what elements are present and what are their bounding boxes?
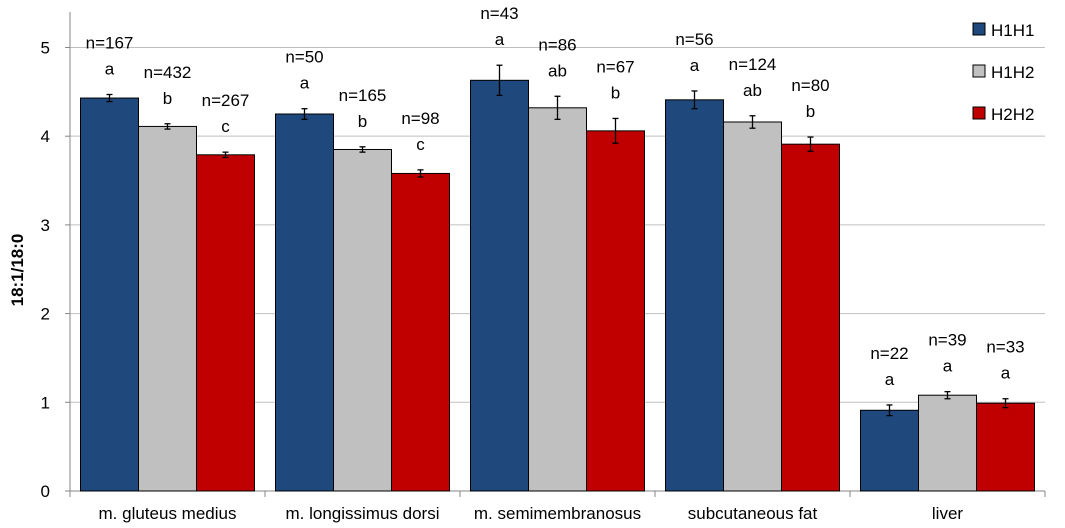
n-label: n=165 <box>339 86 387 105</box>
n-label: n=98 <box>401 109 439 128</box>
significance-letter: a <box>1001 364 1011 383</box>
significance-letter: c <box>221 117 230 136</box>
n-label: n=39 <box>928 331 966 350</box>
significance-letter: a <box>943 357 953 376</box>
x-tick-label: m. gluteus medius <box>99 504 237 523</box>
bar <box>138 125 197 492</box>
significance-letter: b <box>611 83 620 102</box>
bar <box>470 79 529 492</box>
n-label: n=80 <box>791 76 829 95</box>
legend-swatch <box>972 106 986 120</box>
y-axis: 0 1 2 3 4 5 <box>41 12 71 501</box>
bar <box>275 113 334 492</box>
bar <box>391 172 450 492</box>
n-label: n=43 <box>480 4 518 23</box>
y-tick-label: 0 <box>41 482 50 501</box>
significance-letter: ab <box>548 61 567 80</box>
y-tick-label: 2 <box>41 305 50 324</box>
y-tick-label: 5 <box>41 38 50 57</box>
significance-letter: a <box>495 30 505 49</box>
significance-letter: b <box>358 112 367 131</box>
bar <box>860 409 919 492</box>
significance-letter: a <box>105 59 115 78</box>
bar <box>333 148 392 492</box>
n-label: n=86 <box>538 35 576 54</box>
bar <box>781 143 840 492</box>
bar <box>80 97 139 492</box>
y-tick-label: 1 <box>41 393 50 412</box>
n-label: n=67 <box>596 57 634 76</box>
bar <box>528 107 587 492</box>
n-label: n=22 <box>870 344 908 363</box>
significance-letter: b <box>806 102 815 121</box>
bar <box>665 99 724 492</box>
legend-label: H2H2 <box>991 105 1034 124</box>
n-label: n=267 <box>202 91 250 110</box>
legend-label: H1H2 <box>991 63 1034 82</box>
legend-label: H1H1 <box>991 21 1034 40</box>
x-tick-label: subcutaneous fat <box>688 504 818 523</box>
bar <box>586 130 645 492</box>
x-axis: m. gluteus medius m. longissimus dorsi m. … <box>69 490 1046 523</box>
n-label: n=50 <box>285 48 323 67</box>
significance-letter: b <box>163 89 172 108</box>
y-tick-label: 3 <box>41 216 50 235</box>
significance-letter: a <box>300 74 310 93</box>
bar <box>976 402 1035 492</box>
x-tick-label: m. semimembranosus <box>474 504 641 523</box>
bar <box>918 394 977 492</box>
x-tick-label: liver <box>932 504 964 523</box>
n-label: n=432 <box>144 63 192 82</box>
bar <box>723 121 782 492</box>
n-label: n=56 <box>675 30 713 49</box>
significance-letter: a <box>690 56 700 75</box>
legend-swatch <box>972 22 986 36</box>
n-label: n=124 <box>729 55 777 74</box>
n-label: n=167 <box>86 33 134 52</box>
bars <box>80 64 1035 492</box>
n-label: n=33 <box>986 338 1024 357</box>
legend: H1H1 H1H2 H2H2 <box>972 21 1034 124</box>
y-tick-label: 4 <box>41 127 50 146</box>
y-axis-label: 18:1/18:0 <box>8 234 27 307</box>
x-tick-label: m. longissimus dorsi <box>286 504 440 523</box>
significance-letter: c <box>416 135 425 154</box>
significance-letter: a <box>885 370 895 389</box>
significance-letter: ab <box>743 81 762 100</box>
bar <box>196 154 255 492</box>
legend-swatch <box>972 64 986 78</box>
